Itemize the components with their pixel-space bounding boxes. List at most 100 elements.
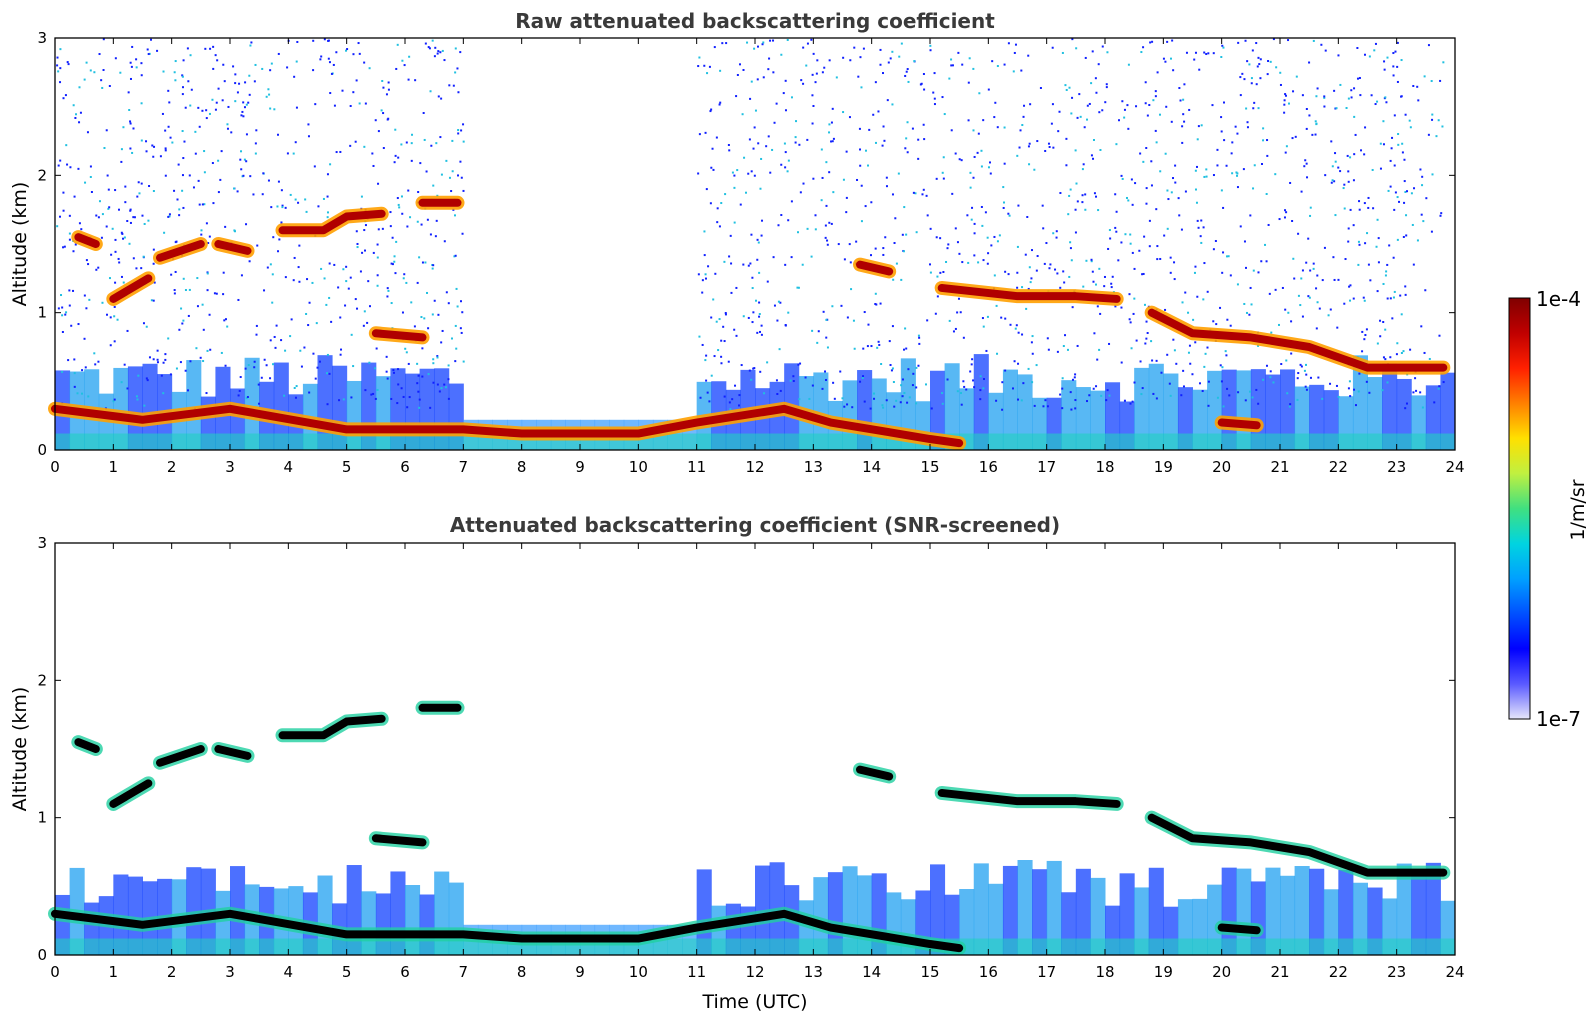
noise-speckle — [1400, 313, 1403, 316]
noise-speckle — [799, 191, 802, 194]
aerosol-cell — [1382, 363, 1398, 450]
noise-speckle — [1352, 179, 1355, 182]
aerosol-cell — [1280, 938, 1296, 955]
noise-speckle — [1047, 348, 1050, 351]
noise-speckle — [1309, 214, 1312, 217]
noise-speckle — [1031, 352, 1034, 355]
noise-speckle — [300, 365, 303, 368]
noise-speckle — [797, 231, 800, 234]
noise-speckle — [1312, 267, 1315, 270]
noise-speckle — [63, 245, 66, 248]
noise-speckle — [1352, 224, 1355, 227]
noise-speckle — [456, 67, 459, 70]
noise-speckle — [708, 65, 711, 68]
noise-speckle — [1405, 214, 1408, 217]
noise-speckle — [1128, 318, 1131, 321]
noise-speckle — [735, 95, 738, 98]
noise-speckle — [460, 129, 463, 132]
noise-speckle — [1363, 299, 1366, 302]
noise-speckle — [842, 56, 845, 59]
noise-speckle — [1312, 262, 1315, 265]
noise-speckle — [1251, 396, 1254, 399]
noise-speckle — [751, 276, 754, 279]
noise-speckle — [205, 109, 208, 112]
aerosol-cell — [1338, 870, 1354, 955]
noise-speckle — [1283, 103, 1286, 106]
noise-speckle — [1044, 399, 1047, 402]
noise-speckle — [1200, 219, 1203, 222]
noise-speckle — [1144, 342, 1147, 345]
layer-core — [856, 260, 894, 276]
noise-speckle — [1129, 242, 1132, 245]
noise-speckle — [1123, 399, 1126, 402]
noise-speckle — [918, 336, 921, 339]
noise-speckle — [1314, 133, 1317, 136]
x-tick-label: 1 — [109, 963, 119, 981]
noise-speckle — [1348, 380, 1351, 383]
noise-speckle — [375, 347, 378, 350]
aerosol-cell — [1207, 938, 1223, 955]
noise-speckle — [364, 224, 367, 227]
noise-speckle — [972, 67, 975, 70]
noise-speckle — [1140, 393, 1143, 396]
noise-speckle — [1156, 245, 1159, 248]
noise-speckle — [1253, 101, 1256, 104]
noise-speckle — [1028, 142, 1031, 145]
noise-speckle — [263, 358, 266, 361]
colorbar-max-label: 1e-4 — [1536, 287, 1581, 311]
noise-speckle — [707, 265, 710, 268]
noise-speckle — [722, 325, 725, 328]
noise-speckle — [798, 398, 801, 401]
aerosol-cell — [842, 433, 858, 450]
x-tick-label: 22 — [1329, 458, 1348, 476]
noise-speckle — [1231, 172, 1234, 175]
noise-speckle — [1403, 158, 1406, 161]
noise-speckle — [1243, 240, 1246, 243]
noise-speckle — [919, 83, 922, 86]
noise-speckle — [427, 327, 430, 330]
noise-speckle — [777, 300, 780, 303]
noise-speckle — [1003, 63, 1006, 66]
noise-speckle — [206, 272, 209, 275]
noise-speckle — [772, 256, 775, 259]
noise-speckle — [1294, 135, 1297, 138]
noise-speckle — [1135, 339, 1138, 342]
noise-speckle — [1151, 359, 1154, 362]
noise-speckle — [802, 182, 805, 185]
noise-speckle — [89, 175, 92, 178]
aerosol-cell — [1061, 938, 1077, 955]
noise-speckle — [1359, 94, 1362, 97]
noise-speckle — [325, 303, 328, 306]
noise-speckle — [454, 324, 457, 327]
aerosol-cell — [317, 433, 333, 450]
aerosol-cell — [1236, 938, 1252, 955]
noise-speckle — [182, 59, 185, 62]
noise-speckle — [697, 273, 700, 276]
noise-speckle — [128, 108, 131, 111]
x-tick-label: 4 — [284, 963, 294, 981]
noise-speckle — [936, 275, 939, 278]
noise-speckle — [278, 238, 281, 241]
noise-speckle — [341, 89, 344, 92]
noise-speckle — [184, 369, 187, 372]
noise-speckle — [437, 313, 440, 316]
x-tick-label: 13 — [804, 963, 823, 981]
noise-speckle — [725, 42, 728, 45]
noise-speckle — [898, 55, 901, 58]
noise-speckle — [1404, 113, 1407, 116]
noise-speckle — [203, 171, 206, 174]
noise-speckle — [1052, 146, 1055, 149]
noise-speckle — [1145, 202, 1148, 205]
noise-speckle — [265, 364, 268, 367]
noise-speckle — [996, 240, 999, 243]
noise-speckle — [1297, 294, 1300, 297]
noise-speckle — [1283, 216, 1286, 219]
noise-speckle — [147, 53, 150, 56]
noise-speckle — [906, 121, 909, 124]
noise-speckle — [168, 101, 171, 104]
noise-speckle — [1389, 185, 1392, 188]
noise-speckle — [1333, 278, 1336, 281]
noise-speckle — [1071, 306, 1074, 309]
noise-speckle — [168, 215, 171, 218]
noise-speckle — [138, 192, 141, 195]
